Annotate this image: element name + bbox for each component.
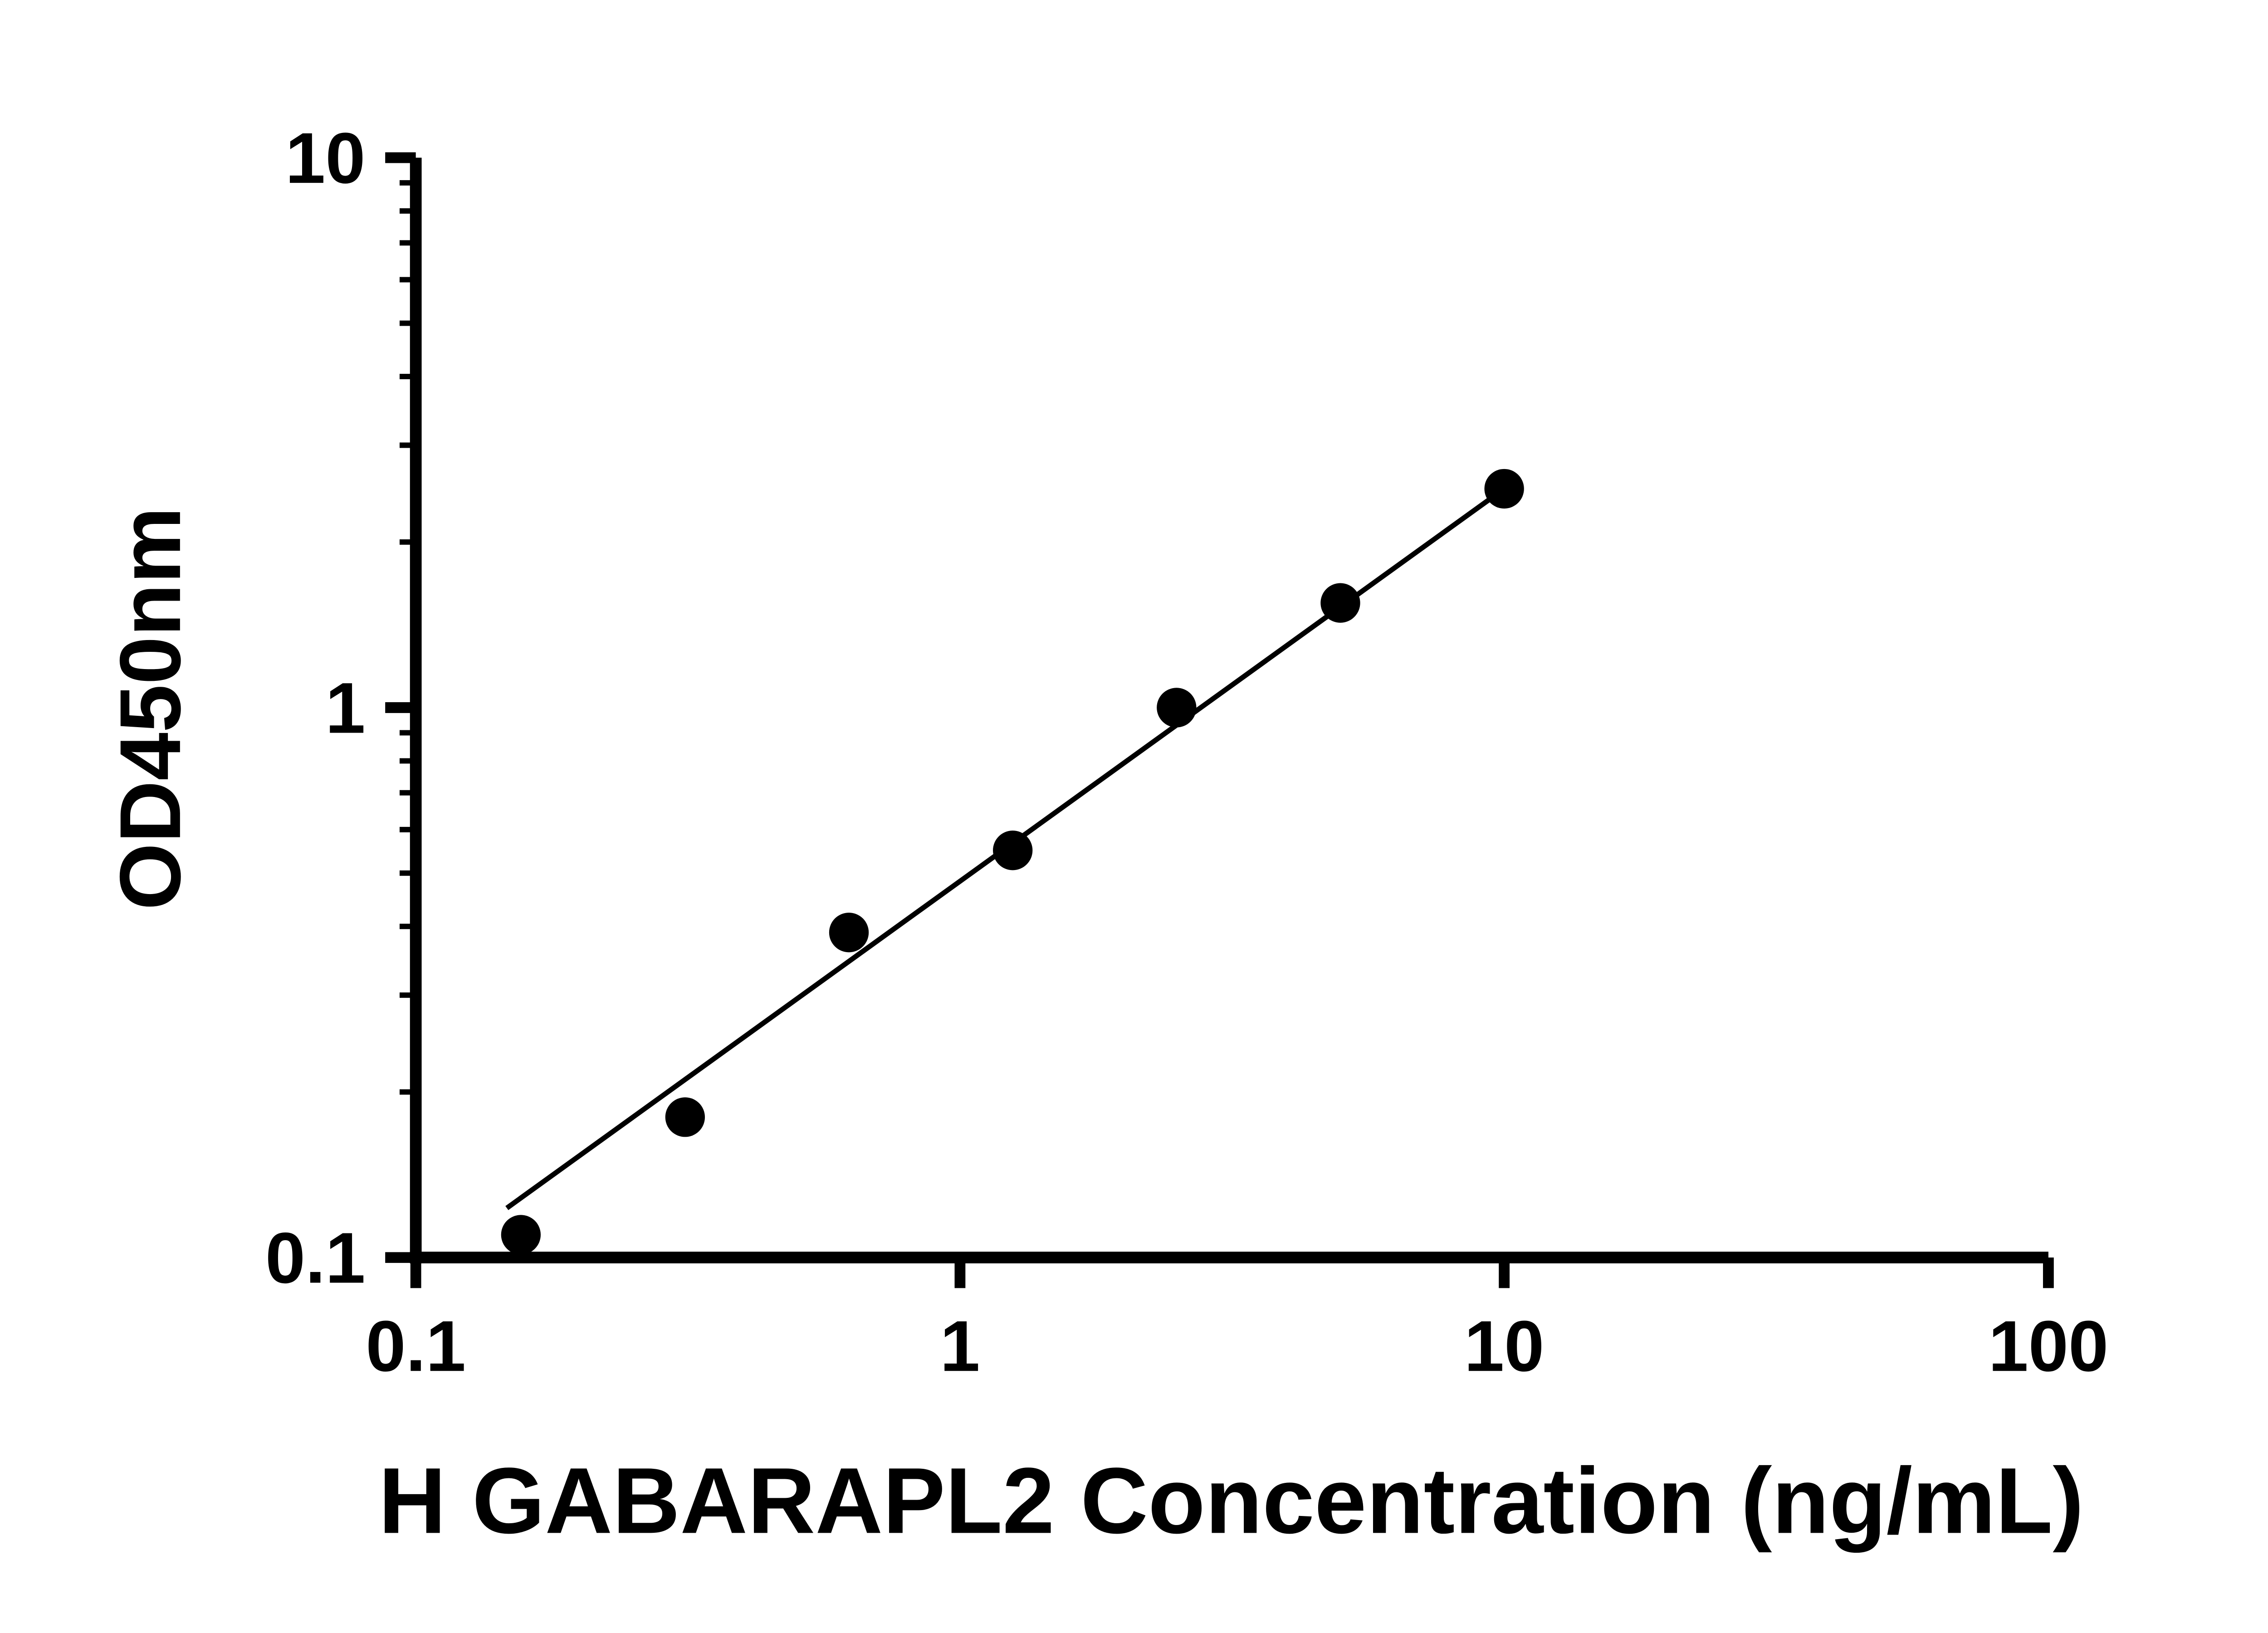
y-tick-label: 1: [325, 667, 365, 748]
data-point: [993, 831, 1033, 870]
data-point: [665, 1097, 705, 1137]
data-point: [1157, 688, 1197, 728]
data-point: [1320, 583, 1360, 623]
x-tick-label: 0.1: [366, 1305, 466, 1386]
y-tick-label: 10: [285, 117, 366, 198]
data-point: [829, 913, 869, 953]
y-tick-label: 0.1: [265, 1217, 366, 1298]
data-point: [1484, 469, 1524, 509]
x-tick-label: 100: [1988, 1305, 2108, 1386]
y-axis-title: OD450nm: [103, 507, 199, 910]
x-tick-label: 10: [1464, 1305, 1545, 1386]
x-tick-label: 1: [940, 1305, 980, 1386]
x-axis-title: H GABARAPL2 Concentration (ng/mL): [378, 1448, 2084, 1553]
data-point: [501, 1215, 541, 1255]
plot-area: 0.1 1 10 100 0.1 1 10: [265, 117, 2108, 1386]
